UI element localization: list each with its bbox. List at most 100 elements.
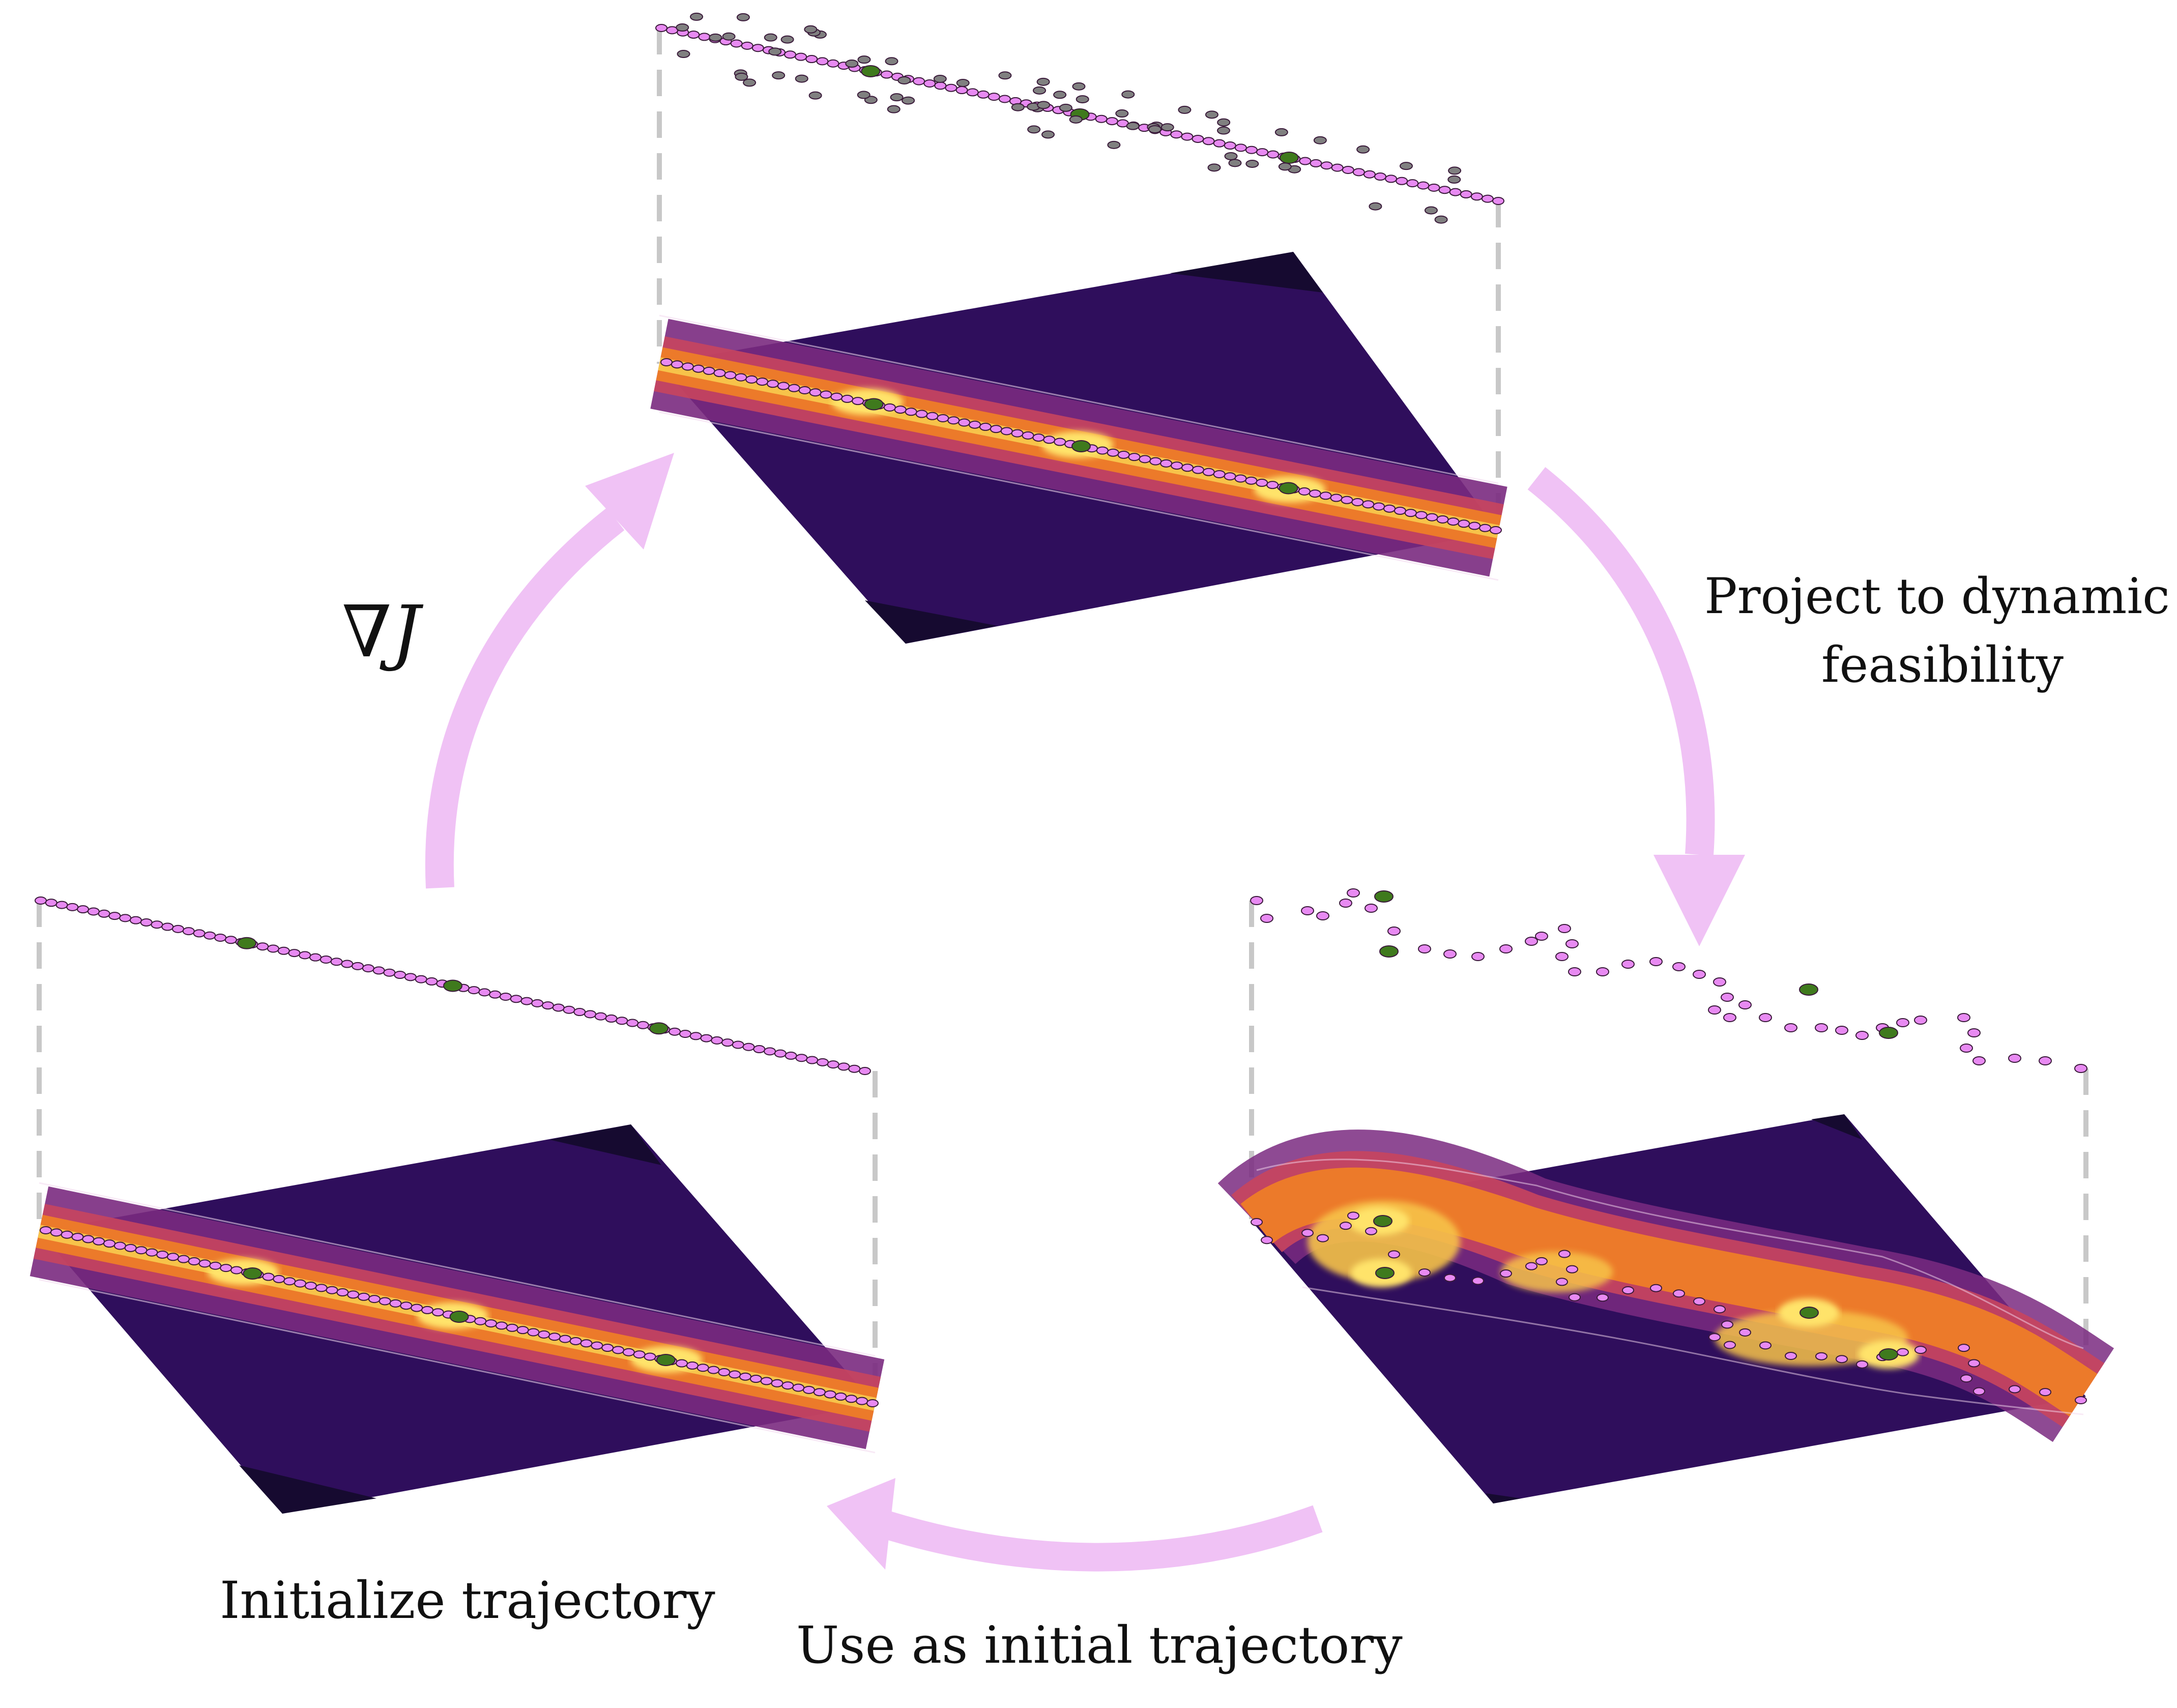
trajectory-waypoint bbox=[553, 1004, 564, 1011]
noisy-sample bbox=[796, 75, 808, 82]
trajectory-waypoint bbox=[1310, 490, 1321, 497]
noisy-sample bbox=[1357, 146, 1369, 153]
trajectory-waypoint bbox=[1968, 1029, 1980, 1037]
trajectory-waypoint bbox=[500, 993, 511, 1000]
trajectory-waypoint bbox=[1472, 1277, 1484, 1284]
trajectory-waypoint bbox=[1536, 1258, 1547, 1265]
noisy-sample bbox=[769, 48, 781, 55]
trajectory-waypoint bbox=[1566, 940, 1578, 948]
trajectory-waypoint bbox=[1469, 523, 1480, 530]
trajectory-waypoint bbox=[1332, 164, 1343, 171]
trajectory-waypoint bbox=[384, 969, 395, 976]
trajectory-waypoint bbox=[1388, 1251, 1400, 1258]
trajectory-waypoint bbox=[1650, 1285, 1662, 1292]
trajectory-waypoint bbox=[347, 1291, 359, 1298]
trajectory-waypoint bbox=[390, 1300, 401, 1307]
key-waypoint bbox=[1280, 483, 1298, 494]
trajectory-waypoint bbox=[980, 423, 991, 430]
trajectory-waypoint bbox=[305, 1282, 316, 1289]
trajectory-waypoint bbox=[528, 1329, 539, 1336]
trajectory-waypoint bbox=[743, 1044, 754, 1051]
trajectory-waypoint bbox=[151, 921, 162, 928]
trajectory-waypoint bbox=[157, 1251, 168, 1258]
trajectory-waypoint bbox=[172, 925, 184, 933]
trajectory-waypoint bbox=[1214, 140, 1225, 147]
trajectory-waypoint bbox=[698, 1364, 709, 1371]
trajectory-waypoint bbox=[72, 1233, 83, 1240]
noisy-sample bbox=[737, 14, 749, 21]
trajectory-waypoint bbox=[846, 1395, 857, 1402]
trajectory-waypoint bbox=[411, 1305, 422, 1312]
trajectory-waypoint bbox=[35, 897, 46, 904]
key-waypoint bbox=[650, 1023, 668, 1034]
trajectory-waypoint bbox=[1257, 149, 1268, 156]
trajectory-waypoint bbox=[724, 371, 736, 379]
trajectory-waypoint bbox=[1395, 507, 1406, 514]
noisy-sample bbox=[846, 60, 858, 67]
noisy-sample bbox=[1369, 203, 1381, 210]
trajectory-waypoint bbox=[1416, 511, 1427, 518]
trajectory-waypoint bbox=[1418, 945, 1431, 953]
trajectory-waypoint bbox=[299, 951, 310, 959]
trajectory-waypoint bbox=[991, 425, 1002, 432]
trajectory-waypoint bbox=[167, 1253, 179, 1260]
noisy-sample bbox=[898, 77, 910, 84]
trajectory-waypoint bbox=[817, 1059, 828, 1066]
trajectory-waypoint bbox=[906, 408, 917, 415]
noisy-sample bbox=[1435, 216, 1447, 223]
trajectory-waypoint bbox=[2009, 1054, 2021, 1062]
key-waypoint bbox=[1072, 441, 1090, 452]
trajectory-waypoint bbox=[1364, 171, 1375, 178]
trajectory-waypoint bbox=[817, 57, 828, 65]
trajectory-waypoint bbox=[693, 365, 704, 372]
trajectory-waypoint bbox=[1622, 1287, 1634, 1294]
trajectory-waypoint bbox=[215, 934, 226, 941]
trajectory-waypoint bbox=[1556, 952, 1568, 961]
trajectory-waypoint bbox=[767, 380, 778, 387]
trajectory-waypoint bbox=[369, 1295, 380, 1302]
trajectory-waypoint bbox=[288, 949, 300, 957]
noisy-sample bbox=[1108, 141, 1120, 149]
trajectory-waypoint bbox=[1097, 447, 1108, 454]
trajectory-waypoint bbox=[1673, 1290, 1685, 1297]
trajectory-waypoint bbox=[1739, 1001, 1751, 1009]
trajectory-waypoint bbox=[178, 1256, 189, 1263]
trajectory-waypoint bbox=[1301, 907, 1314, 915]
trajectory-waypoint bbox=[257, 943, 268, 950]
trajectory-waypoint bbox=[761, 1377, 772, 1384]
noisy-sample bbox=[1229, 159, 1241, 166]
trajectory-waypoint bbox=[831, 393, 842, 400]
trajectory-waypoint bbox=[1033, 434, 1044, 441]
trajectory-waypoint bbox=[521, 998, 532, 1005]
noisy-sample bbox=[1122, 91, 1134, 98]
noisy-sample bbox=[1279, 163, 1291, 170]
trajectory-waypoint bbox=[731, 40, 742, 47]
trajectory-waypoint bbox=[1785, 1352, 1796, 1359]
trajectory-waypoint bbox=[999, 95, 1010, 102]
trajectory-waypoint bbox=[327, 1287, 338, 1294]
trajectory-waypoint bbox=[1693, 970, 1705, 978]
noisy-sample bbox=[957, 79, 969, 86]
trajectory-waypoint bbox=[542, 1002, 554, 1009]
noisy-sample bbox=[723, 33, 735, 40]
noisy-sample bbox=[1012, 104, 1024, 111]
trajectory-waypoint bbox=[1569, 968, 1581, 976]
trajectory-waypoint bbox=[1388, 927, 1400, 935]
trajectory-waypoint bbox=[422, 1307, 433, 1314]
noisy-sample bbox=[1060, 104, 1072, 111]
trajectory-waypoint bbox=[1958, 1014, 1970, 1022]
trajectory-waypoint bbox=[1760, 1342, 1771, 1349]
trajectory-waypoint bbox=[1447, 518, 1459, 525]
noisy-sample bbox=[888, 106, 900, 113]
trajectory-waypoint bbox=[782, 1382, 793, 1389]
trajectory-waypoint bbox=[916, 411, 927, 418]
trajectory-waypoint bbox=[2009, 1385, 2020, 1393]
trajectory-waypoint bbox=[690, 1032, 702, 1039]
trajectory-waypoint bbox=[1458, 520, 1469, 527]
trajectory-waypoint bbox=[789, 385, 800, 392]
trajectory-waypoint bbox=[1444, 1275, 1456, 1282]
trajectory-waypoint bbox=[669, 1028, 680, 1035]
trajectory-waypoint bbox=[373, 967, 385, 974]
trajectory-waypoint bbox=[199, 1260, 211, 1267]
trajectory-waypoint bbox=[1225, 142, 1236, 149]
